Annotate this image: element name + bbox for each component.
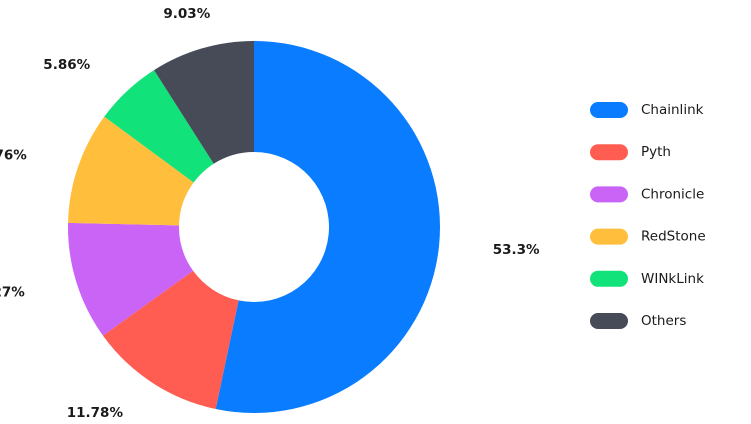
data-label: 53.3% — [493, 242, 540, 258]
data-label: 9.03% — [163, 6, 210, 22]
data-label: 9.76% — [0, 147, 27, 163]
legend-label: RedStone — [641, 229, 706, 245]
legend-label: WINkLink — [641, 271, 704, 287]
legend-swatch — [590, 270, 628, 287]
data-label: 11.78% — [67, 405, 124, 421]
slice — [154, 41, 254, 164]
legend-swatch — [590, 144, 628, 161]
data-label: 10.27% — [0, 285, 25, 301]
legend-swatch — [590, 228, 628, 245]
legend-swatch — [590, 313, 628, 329]
slice — [102, 270, 239, 410]
legend-label: Pyth — [641, 144, 671, 160]
data-label: 5.86% — [43, 57, 90, 73]
slice — [67, 222, 194, 336]
slice — [104, 70, 214, 183]
legend-label: Others — [641, 313, 686, 329]
slice — [68, 116, 194, 226]
slice — [215, 41, 441, 414]
legend-label: Chronicle — [641, 186, 704, 202]
legend-label: Chainlink — [641, 102, 704, 118]
legend-swatch — [590, 186, 628, 203]
legend-swatch — [590, 102, 628, 118]
